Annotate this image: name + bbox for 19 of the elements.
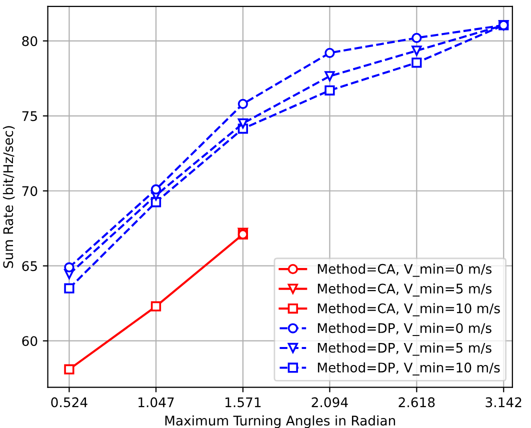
y-tick-label: 60 [22,336,38,346]
legend-label: Method=DP, V_min=5 m/s [318,342,492,356]
y-tick-label: 65 [22,261,37,272]
x-tick-label: 2.618 [398,397,435,408]
legend-label: Method=DP, V_min=0 m/s [318,322,492,336]
x-tick-label: 3.142 [486,397,522,408]
legend-label: Method=DP, V_min=10 m/s [318,362,500,376]
legend-label: Method=CA, V_min=10 m/s [318,303,500,316]
y-axis-title: Sum Rate (bit/Hz/sec) [2,126,15,268]
y-tick-label: 80 [22,36,38,46]
x-tick-label: 0.524 [51,397,88,408]
x-tick-label: 1.047 [138,397,174,408]
legend-label: Method=CA, V_min=5 m/s [318,283,492,297]
x-axis-title: Maximum Turning Angles in Radian [165,415,396,428]
x-tick-label: 1.571 [225,397,261,408]
x-tick-label: 2.094 [312,397,348,408]
y-tick-label: 70 [22,186,38,196]
y-tick-label: 75 [22,111,37,122]
legend-label: Method=CA, V_min=0 m/s [318,264,492,277]
